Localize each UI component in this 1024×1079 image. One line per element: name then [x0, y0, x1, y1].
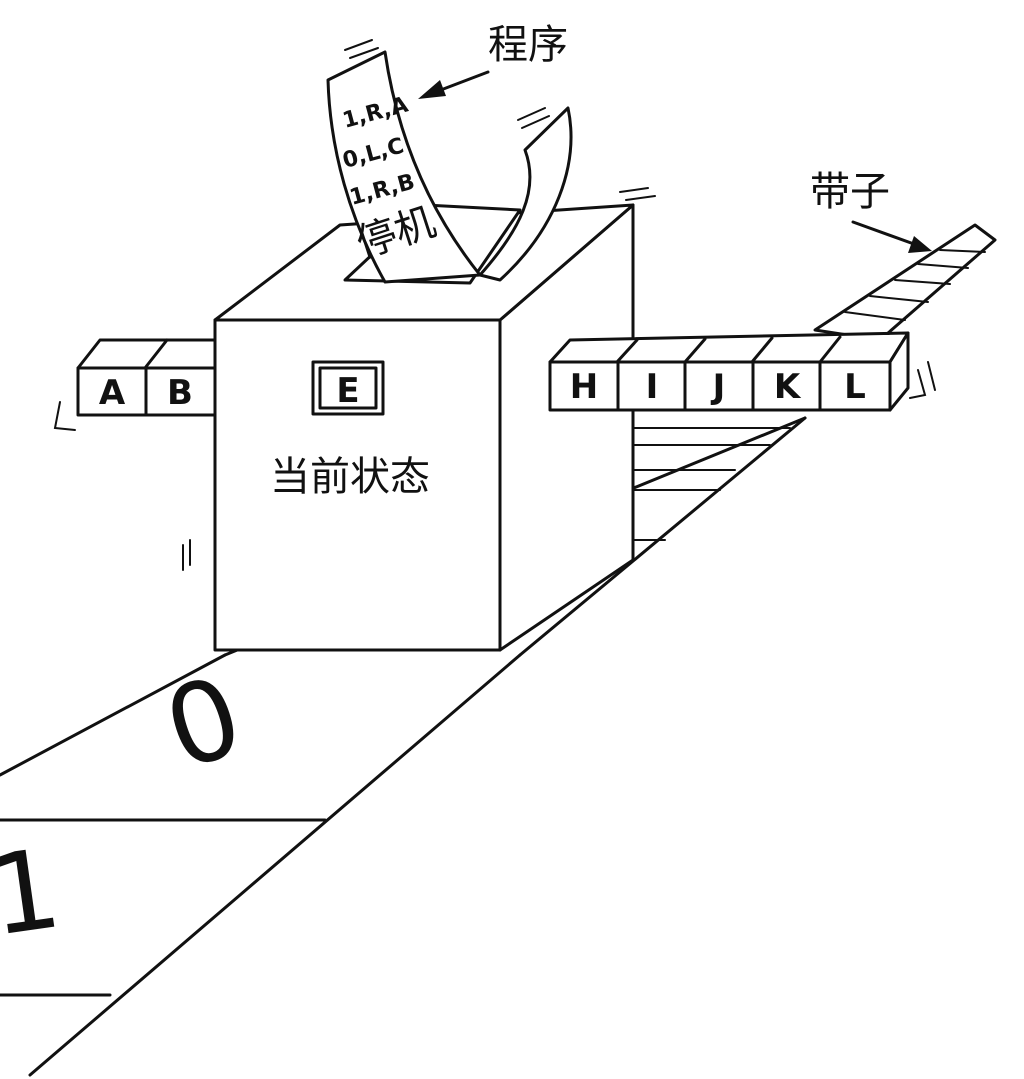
- tape-label: 带子: [810, 169, 890, 215]
- tape-cell-b: B: [167, 373, 193, 413]
- program-arrow: [418, 70, 490, 99]
- program-paper: 1,R,A 0,L,C 1,R,B 停机: [326, 39, 573, 284]
- tape-cell-i: I: [646, 367, 659, 407]
- tape-cell-h: H: [570, 367, 598, 407]
- floor-cell-0: 0: [150, 651, 256, 794]
- tape-cell-j: J: [711, 367, 726, 407]
- current-state-label: 当前状态: [270, 454, 430, 500]
- current-symbol: E: [336, 371, 359, 411]
- tape-cell-l: L: [844, 367, 866, 407]
- tape-arrow: [851, 220, 932, 253]
- tape-cell-k: K: [774, 367, 802, 407]
- floor-cell-1: 1: [0, 824, 68, 960]
- state-display: E: [311, 360, 385, 416]
- tape-cell-a: A: [99, 373, 126, 413]
- tape-left-cells: A B: [53, 338, 217, 431]
- tape-right-cells: H I J K L: [548, 331, 936, 412]
- program-label: 程序: [488, 22, 568, 68]
